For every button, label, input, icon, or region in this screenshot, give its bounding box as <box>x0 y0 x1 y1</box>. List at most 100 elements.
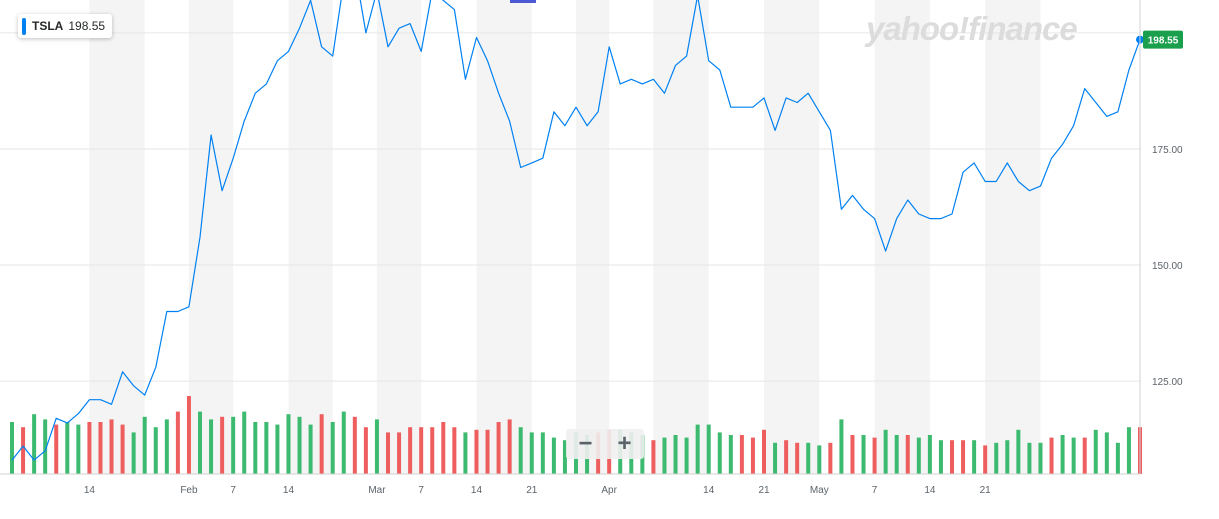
volume-bar <box>972 440 977 474</box>
volume-bar <box>529 432 534 474</box>
zoom-out-button[interactable]: − <box>578 430 593 457</box>
x-tick-label: Apr <box>601 485 617 496</box>
volume-bar <box>1038 442 1043 474</box>
volume-bar <box>1016 429 1021 474</box>
zoom-in-button[interactable]: + <box>617 430 632 457</box>
volume-bar <box>883 429 888 474</box>
x-tick-label: 14 <box>703 485 715 496</box>
volume-bar <box>1060 435 1065 474</box>
volume-bar <box>220 416 225 474</box>
volume-bar <box>186 396 191 474</box>
week-band <box>764 0 820 474</box>
volume-bar <box>806 442 811 474</box>
last-price-tag <box>1143 30 1183 49</box>
x-tick-label: 14 <box>283 485 295 496</box>
volume-bar <box>651 440 656 474</box>
volume-bar <box>131 432 136 474</box>
volume-bar <box>109 419 114 474</box>
last-price-tag-label: 198.55 <box>1148 36 1179 47</box>
volume-bar <box>762 429 766 474</box>
week-band <box>576 0 610 474</box>
volume-bar <box>916 437 921 474</box>
volume-bar <box>54 424 59 474</box>
volume-bar <box>938 440 943 474</box>
symbol-legend[interactable]: TSLA 198.55 <box>18 14 113 38</box>
volume-bar <box>817 445 822 474</box>
volume-bar <box>507 419 512 474</box>
x-tick-label: 21 <box>758 485 770 496</box>
volume-bar <box>253 422 258 474</box>
zoom-controls: − + <box>566 429 644 459</box>
volume-bar <box>87 422 92 474</box>
week-band <box>476 0 532 474</box>
volume-bar <box>872 437 877 474</box>
volume-bar <box>21 427 26 474</box>
volume-bar <box>43 419 48 474</box>
volume-bar <box>662 437 667 474</box>
volume-bar <box>905 435 910 474</box>
volume-bar <box>142 416 147 474</box>
x-tick-label: 7 <box>418 485 424 496</box>
x-tick-label: Mar <box>368 485 386 496</box>
volume-bar <box>175 411 180 474</box>
volume-bar <box>209 419 214 474</box>
yahoo-finance-logo: yahoo!finance <box>866 10 1078 47</box>
volume-bar <box>1082 437 1087 474</box>
y-tick-label: 150.00 <box>1152 261 1183 272</box>
volume-bar <box>706 424 711 474</box>
y-tick-label: 125.00 <box>1152 377 1183 388</box>
volume-bar <box>1093 429 1098 474</box>
volume-bar <box>1005 440 1010 474</box>
volume-bar <box>950 440 954 474</box>
week-band <box>985 0 1041 474</box>
x-tick-label: 7 <box>230 485 236 496</box>
volume-bar <box>695 424 700 474</box>
volume-bar <box>983 445 988 474</box>
week-band <box>89 0 145 474</box>
volume-bar <box>286 414 291 474</box>
volume-bar <box>839 419 844 474</box>
volume-bar <box>773 442 778 474</box>
x-tick-label: 7 <box>872 485 878 496</box>
volume-bar <box>32 414 37 474</box>
volume-bar <box>319 414 324 474</box>
volume-bar <box>1115 442 1120 474</box>
volume-bar <box>330 422 335 474</box>
volume-bar <box>386 432 390 474</box>
volume-bar <box>784 440 789 474</box>
x-tick-label: May <box>810 485 829 496</box>
volume-bar <box>76 424 81 474</box>
volume-bar <box>551 437 556 474</box>
week-band <box>376 0 422 474</box>
volume-bar <box>463 432 468 474</box>
volume-bar <box>861 435 866 474</box>
volume-bar <box>397 432 402 474</box>
volume-bar <box>1126 427 1131 474</box>
price-line[interactable] <box>11 0 1141 461</box>
week-band <box>288 0 333 474</box>
x-tick-label: 14 <box>924 485 936 496</box>
range-indicator <box>510 0 536 3</box>
volume-bar <box>927 435 932 474</box>
volume-bar <box>1071 437 1076 474</box>
volume-bar <box>430 427 435 474</box>
volume-bar <box>242 411 247 474</box>
volume-bar <box>198 411 202 474</box>
volume-bar <box>120 424 125 474</box>
volume-bar <box>264 422 269 474</box>
x-tick-label: Feb <box>180 485 198 496</box>
volume-bar <box>275 424 280 474</box>
volume-bar <box>518 427 523 474</box>
volume-bar <box>850 435 855 474</box>
volume-bar <box>1104 432 1109 474</box>
week-band <box>188 0 234 474</box>
volume-bar <box>98 422 103 474</box>
volume-bar <box>408 427 413 474</box>
volume-bar <box>65 422 70 474</box>
volume-bar <box>474 429 479 474</box>
volume-bar <box>419 427 424 474</box>
volume-bar <box>153 427 158 474</box>
x-tick-label: 14 <box>471 485 483 496</box>
